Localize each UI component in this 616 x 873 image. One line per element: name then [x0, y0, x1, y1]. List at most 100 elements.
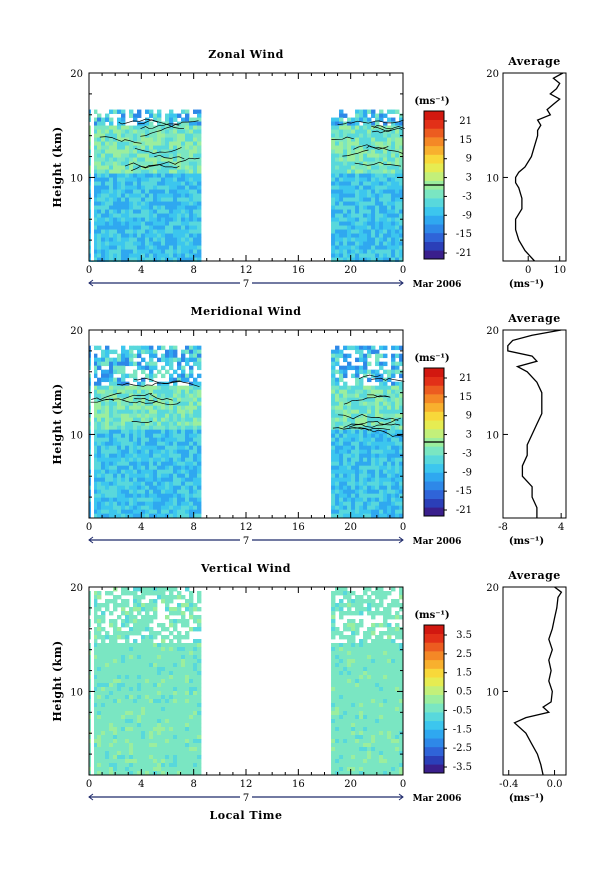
heatmap-cell: [395, 401, 400, 407]
heatmap-cell: [105, 743, 110, 748]
heatmap-cell: [149, 663, 154, 668]
heatmap-cell: [339, 421, 344, 427]
heatmap-cell: [121, 683, 126, 688]
heatmap-cell: [149, 599, 154, 604]
heatmap-cell: [121, 719, 126, 724]
heatmap-cell: [189, 165, 194, 170]
heatmap-cell: [145, 473, 150, 479]
heatmap-cell: [93, 691, 98, 696]
heatmap-cell: [109, 679, 114, 684]
heatmap-cell: [177, 489, 182, 495]
heatmap-cell: [371, 397, 376, 403]
heatmap-cell: [197, 727, 202, 732]
heatmap-cell: [189, 441, 194, 447]
heatmap-cell: [97, 771, 102, 776]
heatmap-cell: [117, 249, 122, 254]
heatmap-cell: [117, 193, 122, 198]
heatmap-cell: [351, 489, 356, 495]
heatmap-cell: [93, 185, 98, 190]
heatmap-cell: [331, 181, 336, 186]
heatmap-cell: [395, 473, 400, 479]
heatmap-cell: [101, 421, 106, 427]
heatmap-cell: [189, 599, 194, 604]
heatmap-cell: [189, 421, 194, 427]
heatmap-cell: [181, 373, 186, 379]
heatmap-cell: [169, 129, 174, 134]
heatmap-cell: [379, 461, 384, 467]
heatmap-cell: [367, 453, 372, 459]
x-tick-label: 0: [86, 522, 92, 533]
heatmap-cell: [371, 177, 376, 182]
heatmap-cell: [153, 169, 158, 174]
heatmap-cell: [355, 225, 360, 230]
heatmap-cell: [133, 141, 138, 146]
heatmap-cell: [391, 401, 396, 407]
heatmap-cell: [399, 361, 404, 367]
heatmap-cell: [161, 213, 166, 218]
contour-line: [354, 161, 401, 167]
heatmap-cell: [193, 441, 198, 447]
heatmap-cell: [165, 735, 170, 740]
heatmap-cell: [351, 449, 356, 455]
heatmap-cell: [113, 465, 118, 471]
heatmap-cell: [331, 421, 336, 427]
heatmap-cell: [129, 723, 134, 728]
heatmap-cell: [169, 385, 174, 391]
heatmap-cell: [343, 421, 348, 427]
heatmap-cell: [165, 173, 170, 178]
heatmap-cell: [105, 217, 110, 222]
heatmap-cell: [121, 607, 126, 612]
heatmap-cell: [359, 237, 364, 242]
heatmap-cell: [129, 413, 134, 419]
heatmap-cell: [173, 425, 178, 431]
heatmap-cell: [153, 429, 158, 435]
heatmap-cell: [97, 493, 102, 499]
contour-line: [90, 398, 115, 403]
heatmap-cell: [193, 493, 198, 499]
heatmap-cell: [189, 667, 194, 672]
heatmap-cell: [149, 667, 154, 672]
heatmap-cell: [169, 659, 174, 664]
heatmap-cell: [181, 109, 186, 114]
heatmap-cell: [177, 731, 182, 736]
heatmap-cell: [141, 469, 146, 475]
heatmap-cell: [383, 205, 388, 210]
heatmap-cell: [165, 607, 170, 612]
heatmap-cell: [181, 513, 186, 519]
heatmap-cell: [351, 413, 356, 419]
heatmap-cell: [109, 505, 114, 511]
heatmap-cell: [193, 389, 198, 395]
heatmap-cell: [97, 201, 102, 206]
heatmap-cell: [185, 361, 190, 367]
heatmap-cell: [149, 417, 154, 423]
heatmap-cell: [339, 513, 344, 519]
heatmap-cell: [149, 723, 154, 728]
heatmap-cell: [129, 149, 134, 154]
heatmap-cell: [395, 413, 400, 419]
heatmap-cell: [165, 763, 170, 768]
heatmap-cell: [177, 719, 182, 724]
heatmap-cell: [165, 497, 170, 503]
heatmap-cell: [375, 165, 380, 170]
heatmap-cell: [157, 631, 162, 636]
heatmap-cell: [149, 695, 154, 700]
heatmap-cell: [109, 767, 114, 772]
heatmap-cell: [149, 181, 154, 186]
heatmap-cell: [355, 149, 360, 154]
heatmap-cell: [347, 145, 352, 150]
heatmap-cell: [157, 209, 162, 214]
heatmap-cell: [165, 369, 170, 375]
heatmap-cell: [351, 497, 356, 503]
heatmap-cell: [347, 485, 352, 491]
heatmap-cell: [149, 767, 154, 772]
heatmap-cell: [383, 253, 388, 258]
heatmap-cell: [177, 763, 182, 768]
contour-line: [371, 377, 405, 382]
heatmap-cell: [339, 245, 344, 250]
heatmap-cell: [133, 445, 138, 451]
heatmap-cell: [355, 493, 360, 499]
heatmap-cell: [93, 477, 98, 483]
colorbar-label: -3: [462, 191, 472, 202]
heatmap-cell: [173, 189, 178, 194]
heatmap-cell: [189, 481, 194, 487]
